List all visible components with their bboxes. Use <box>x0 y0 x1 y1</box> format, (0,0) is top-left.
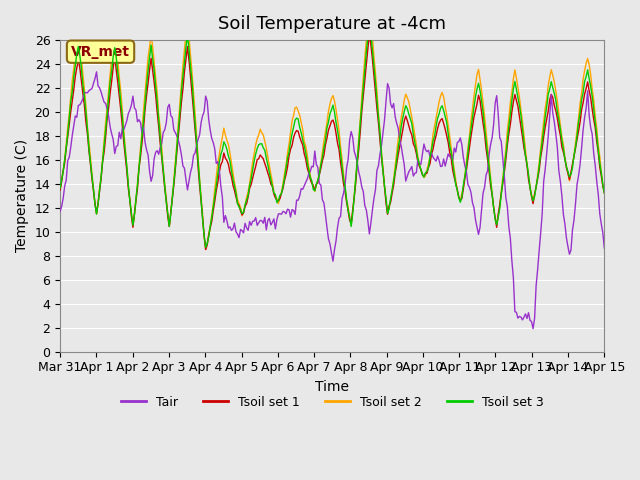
Title: Soil Temperature at -4cm: Soil Temperature at -4cm <box>218 15 446 33</box>
Y-axis label: Temperature (C): Temperature (C) <box>15 139 29 252</box>
Legend: Tair, Tsoil set 1, Tsoil set 2, Tsoil set 3: Tair, Tsoil set 1, Tsoil set 2, Tsoil se… <box>116 391 548 414</box>
Text: VR_met: VR_met <box>71 45 130 59</box>
X-axis label: Time: Time <box>316 380 349 394</box>
